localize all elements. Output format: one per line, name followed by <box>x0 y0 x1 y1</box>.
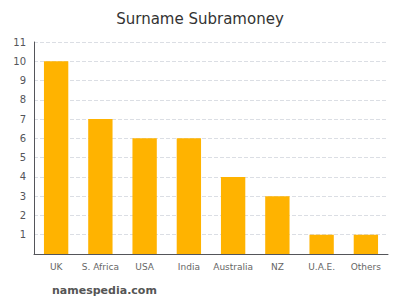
svg-text:S. Africa: S. Africa <box>82 262 119 272</box>
svg-text:10: 10 <box>13 56 26 67</box>
svg-text:Others: Others <box>351 262 382 272</box>
svg-text:Surname Subramoney: Surname Subramoney <box>116 10 284 28</box>
svg-text:7: 7 <box>20 114 26 125</box>
svg-text:2: 2 <box>20 210 26 221</box>
svg-text:4: 4 <box>20 171 26 182</box>
svg-text:NZ: NZ <box>271 262 284 272</box>
svg-text:11: 11 <box>13 37 26 48</box>
svg-text:UK: UK <box>50 262 64 272</box>
svg-text:8: 8 <box>20 94 26 105</box>
svg-text:India: India <box>178 262 200 272</box>
svg-text:namespedia.com: namespedia.com <box>52 284 157 297</box>
svg-text:1: 1 <box>20 229 26 240</box>
svg-text:6: 6 <box>20 133 26 144</box>
svg-text:USA: USA <box>135 262 154 272</box>
svg-text:3: 3 <box>20 191 26 202</box>
svg-text:U.A.E.: U.A.E. <box>308 262 335 272</box>
svg-text:Australia: Australia <box>213 262 253 272</box>
svg-text:9: 9 <box>20 75 26 86</box>
svg-text:5: 5 <box>20 152 26 163</box>
